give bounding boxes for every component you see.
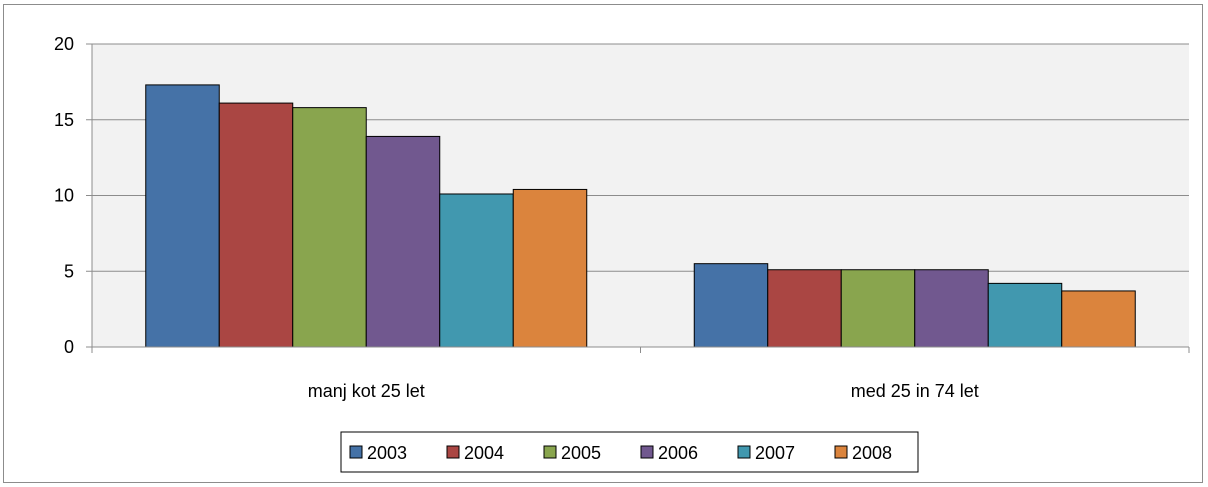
legend-label-2005: 2005 bbox=[561, 443, 601, 463]
y-tick-label: 10 bbox=[54, 186, 74, 206]
legend-label-2006: 2006 bbox=[658, 443, 698, 463]
bar-2008-1 bbox=[512, 188, 588, 348]
legend-swatch-2004 bbox=[446, 445, 460, 459]
bar-2004-1 bbox=[218, 102, 294, 348]
bar-2003-2 bbox=[693, 263, 769, 348]
chart-frame: 0 5 10 15 20 manj kot 25 let med 25 in 74 let … bbox=[3, 4, 1203, 483]
legend-label-2008: 2008 bbox=[852, 443, 892, 463]
legend-label-2004: 2004 bbox=[464, 443, 504, 463]
bar-2007-2 bbox=[987, 282, 1063, 348]
legend-swatch-2007 bbox=[737, 445, 751, 459]
bar-2006-1 bbox=[365, 135, 441, 348]
legend-label-2007: 2007 bbox=[755, 443, 795, 463]
x-category-label: med 25 in 74 let bbox=[851, 381, 979, 401]
legend-swatch-2003 bbox=[349, 445, 363, 459]
axes: 0 5 10 15 20 manj kot 25 let med 25 in 74 let bbox=[54, 34, 1190, 401]
y-tick-label: 0 bbox=[64, 337, 74, 357]
bar-2004-2 bbox=[767, 269, 842, 348]
y-tick-label: 5 bbox=[64, 261, 74, 281]
legend: 2003 2004 2005 2006 2007 2008 bbox=[340, 431, 919, 473]
legend-swatch-2005 bbox=[543, 445, 557, 459]
legend-swatch-2008 bbox=[834, 445, 848, 459]
legend-swatch-2006 bbox=[640, 445, 654, 459]
y-tick-label: 20 bbox=[54, 34, 74, 54]
bar-2008-2 bbox=[1061, 290, 1136, 348]
bar-2003-1 bbox=[145, 84, 220, 348]
bar-2005-1 bbox=[292, 107, 367, 348]
legend-box bbox=[340, 431, 919, 473]
y-tick-label: 15 bbox=[54, 110, 74, 130]
bar-2007-1 bbox=[439, 193, 514, 348]
bar-2006-2 bbox=[914, 269, 989, 348]
bars bbox=[145, 84, 1136, 348]
x-category-label: manj kot 25 let bbox=[308, 381, 425, 401]
bar-2005-2 bbox=[840, 269, 916, 348]
legend-label-2003: 2003 bbox=[367, 443, 407, 463]
